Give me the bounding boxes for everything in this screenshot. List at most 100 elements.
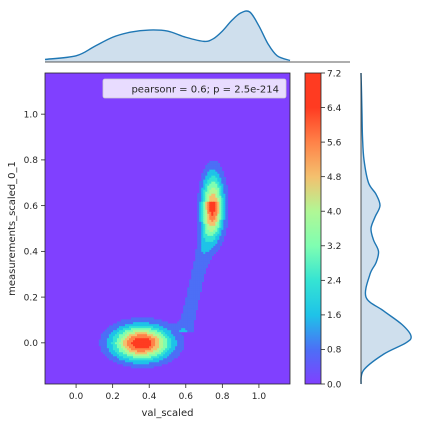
contour-cell <box>197 265 200 268</box>
colorbar-tick-label: 4.8 <box>327 173 342 183</box>
contour-cell <box>205 249 209 252</box>
contour-cell <box>213 160 217 164</box>
contour-cell <box>207 257 211 260</box>
contour-cell <box>205 185 209 188</box>
contour-cell <box>165 331 168 335</box>
contour-cell <box>145 357 148 361</box>
x-tick-label: 0.8 <box>215 392 230 402</box>
contour-cell <box>137 323 140 327</box>
contour-cell <box>131 363 134 367</box>
contour-cell <box>120 319 124 323</box>
contour-cell <box>120 327 124 331</box>
contour-cell <box>165 353 168 357</box>
contour-cell <box>122 363 126 367</box>
contour-cell <box>213 178 217 182</box>
contour-cell <box>211 183 215 186</box>
contour-cell <box>223 185 227 188</box>
contour-cell <box>135 339 138 343</box>
contour-cell <box>219 243 223 246</box>
contour-cell <box>189 291 192 295</box>
contour-cell <box>213 166 217 170</box>
contour-cell <box>217 213 221 216</box>
contour-cell <box>203 203 207 206</box>
contour-cell <box>122 335 126 339</box>
contour-cell <box>199 281 202 285</box>
contour-cell <box>213 237 217 240</box>
contour-cell <box>197 201 200 204</box>
stat-annotation: pearsonr = 0.6; p = 2.5e-214 <box>131 85 279 96</box>
contour-cell <box>102 339 106 343</box>
contour-cell <box>122 319 126 323</box>
contour-cell <box>145 347 148 351</box>
contour-cell <box>219 213 223 216</box>
contour-cell <box>207 195 211 198</box>
contour-cell <box>126 329 130 333</box>
contour-cell <box>199 211 202 214</box>
contour-cell <box>193 281 196 285</box>
contour-cell <box>181 347 184 351</box>
contour-cell <box>221 239 225 242</box>
contour-cell <box>209 187 213 190</box>
contour-cell <box>213 183 217 186</box>
contour-cell <box>137 317 140 321</box>
contour-cell <box>211 201 215 204</box>
contour-cell <box>159 343 162 347</box>
contour-cell <box>211 170 215 174</box>
contour-cell <box>211 241 215 244</box>
contour-cell <box>126 323 130 327</box>
contour-cell <box>209 160 213 164</box>
contour-cell <box>209 221 213 224</box>
contour-cell <box>197 295 200 299</box>
contour-cell <box>135 363 138 367</box>
contour-cell <box>155 329 158 333</box>
contour-cell <box>203 267 207 270</box>
y-tick-label: 0.0 <box>24 339 39 349</box>
contour-cell <box>145 339 148 343</box>
contour-cell <box>116 345 120 349</box>
contour-cell <box>185 329 188 333</box>
contour-cell <box>217 245 221 248</box>
contour-cell <box>199 263 202 266</box>
contour-cell <box>193 273 196 277</box>
contour-cell <box>207 178 211 182</box>
contour-cell <box>167 351 170 355</box>
contour-cell <box>161 321 164 325</box>
contour-cell <box>203 217 207 220</box>
contour-cell <box>157 353 160 357</box>
contour-cell <box>118 343 122 347</box>
contour-cell <box>177 337 180 341</box>
contour-cell <box>215 189 219 192</box>
y-tick-label: 0.2 <box>24 293 38 303</box>
contour-cell <box>163 325 166 329</box>
marginal-x-density-fill <box>45 10 290 63</box>
contour-cell <box>209 176 213 180</box>
contour-cell <box>219 195 223 198</box>
contour-cell <box>147 363 150 367</box>
contour-cell <box>195 273 198 277</box>
contour-cell <box>106 351 110 355</box>
contour-cell <box>221 201 225 204</box>
contour-cell <box>137 343 140 347</box>
contour-cell <box>155 331 158 335</box>
contour-cell <box>120 321 124 325</box>
contour-cell <box>135 325 138 329</box>
contour-cell <box>211 189 215 192</box>
contour-cell <box>201 249 204 252</box>
contour-cell <box>219 217 223 220</box>
contour-cell <box>112 339 116 343</box>
contour-cell <box>171 349 174 353</box>
contour-cell <box>100 335 104 339</box>
contour-cell <box>108 337 112 341</box>
contour-cell <box>199 285 202 289</box>
contour-cell <box>177 331 180 335</box>
contour-cell <box>217 189 221 192</box>
contour-cell <box>181 335 184 339</box>
contour-cell <box>225 191 229 194</box>
contour-cell <box>102 343 106 347</box>
contour-cell <box>141 341 144 345</box>
contour-cell <box>213 215 217 218</box>
contour-cell <box>199 187 202 190</box>
contour-cell <box>203 245 207 248</box>
contour-cell <box>112 349 116 353</box>
contour-cell <box>201 201 204 204</box>
